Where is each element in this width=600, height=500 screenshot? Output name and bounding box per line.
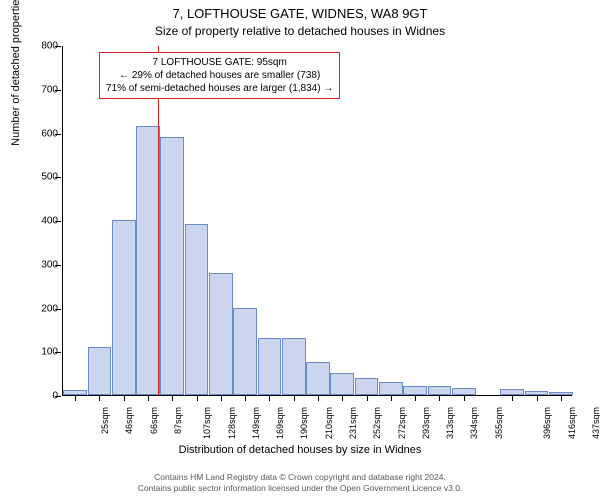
x-tick-label: 355sqm (494, 407, 504, 439)
footer-attribution: Contains HM Land Registry data © Crown c… (0, 472, 600, 494)
histogram-bar (160, 137, 184, 395)
y-tick-label: 0 (28, 391, 58, 402)
y-tick-label: 800 (28, 41, 58, 52)
annotation-line: 71% of semi-detached houses are larger (… (106, 82, 333, 95)
histogram-bar (403, 386, 427, 395)
x-tick-label: 231sqm (348, 407, 358, 439)
plot-region: 010020030040050060070080025sqm46sqm66sqm… (62, 46, 572, 396)
annotation-line: ← 29% of detached houses are smaller (73… (106, 69, 333, 82)
y-tick-label: 700 (28, 84, 58, 95)
annotation-line: 7 LOFTHOUSE GATE: 95sqm (106, 56, 333, 69)
x-tick-label: 66sqm (149, 407, 159, 434)
y-tick-label: 200 (28, 303, 58, 314)
x-tick-label: 272sqm (397, 407, 407, 439)
x-tick-label: 107sqm (202, 407, 212, 439)
histogram-bar (185, 224, 209, 395)
y-tick-label: 400 (28, 216, 58, 227)
x-tick-label: 87sqm (173, 407, 183, 434)
histogram-bar (355, 378, 379, 396)
footer-line2: Contains public sector information licen… (0, 483, 600, 494)
histogram-bar (330, 373, 354, 395)
histogram-bar (306, 362, 330, 395)
x-tick-label: 169sqm (275, 407, 285, 439)
chart-area: 010020030040050060070080025sqm46sqm66sqm… (62, 46, 572, 396)
histogram-bar (136, 126, 160, 395)
histogram-bar (379, 382, 403, 395)
y-tick-label: 100 (28, 347, 58, 358)
x-tick-label: 252sqm (372, 407, 382, 439)
title-sub: Size of property relative to detached ho… (0, 24, 600, 38)
histogram-bar (209, 273, 233, 396)
y-tick-label: 500 (28, 172, 58, 183)
x-tick-label: 293sqm (421, 407, 431, 439)
x-tick-label: 128sqm (227, 407, 237, 439)
histogram-bar (428, 386, 452, 395)
x-tick-label: 46sqm (124, 407, 134, 434)
x-tick-label: 149sqm (251, 407, 261, 439)
x-tick-label: 190sqm (299, 407, 309, 439)
annotation-box: 7 LOFTHOUSE GATE: 95sqm← 29% of detached… (99, 52, 340, 99)
x-tick-label: 313sqm (445, 407, 455, 439)
footer-line1: Contains HM Land Registry data © Crown c… (0, 472, 600, 483)
x-tick-label: 25sqm (100, 407, 110, 434)
histogram-bar (88, 347, 112, 395)
histogram-bar (282, 338, 306, 395)
x-tick-label: 334sqm (469, 407, 479, 439)
x-axis-label: Distribution of detached houses by size … (0, 444, 600, 456)
title-main: 7, LOFTHOUSE GATE, WIDNES, WA8 9GT (0, 6, 600, 21)
y-axis-label: Number of detached properties (10, 0, 22, 220)
x-tick-label: 396sqm (542, 407, 552, 439)
x-tick-label: 437sqm (591, 407, 600, 439)
x-tick-label: 210sqm (324, 407, 334, 439)
y-tick-label: 600 (28, 128, 58, 139)
histogram-bar (112, 220, 136, 395)
histogram-bar (258, 338, 282, 395)
histogram-bar (233, 308, 257, 396)
x-tick-label: 416sqm (567, 407, 577, 439)
y-tick-label: 300 (28, 259, 58, 270)
chart-container: 7, LOFTHOUSE GATE, WIDNES, WA8 9GT Size … (0, 0, 600, 500)
